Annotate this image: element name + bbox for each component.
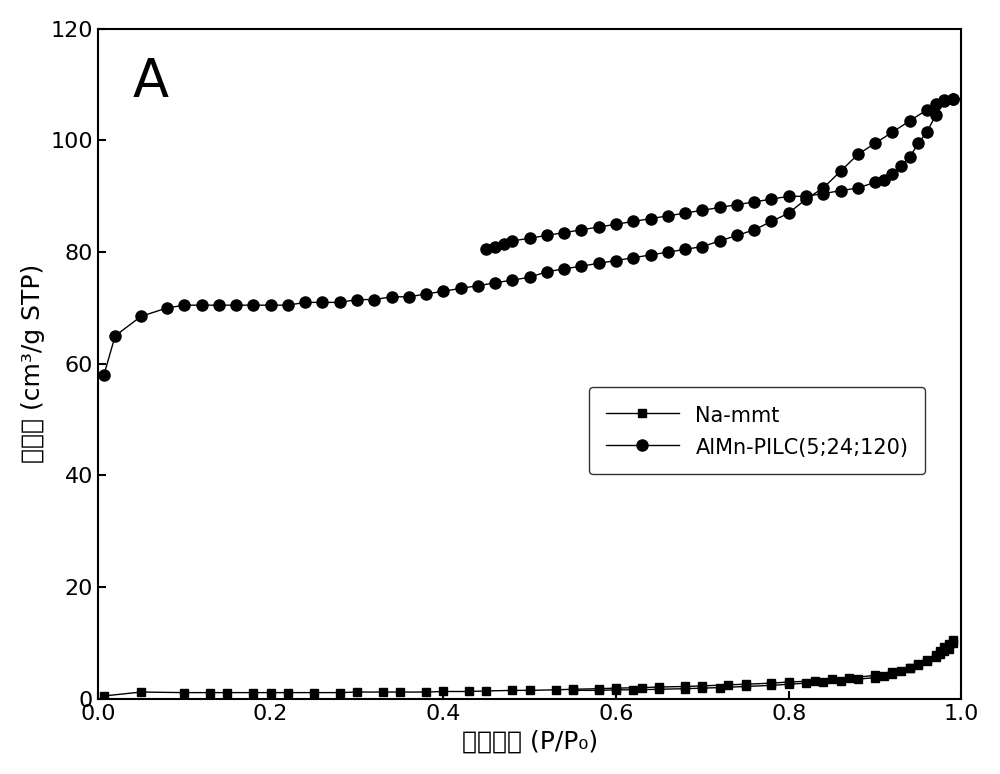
AlMn-PILC(5;24;120): [679, 245, 691, 254]
Line: AlMn-PILC(5;24;120): AlMn-PILC(5;24;120): [98, 93, 958, 381]
Legend: Na-mmt, AlMn-PILC(5;24;120): Na-mmt, AlMn-PILC(5;24;120): [589, 387, 925, 474]
AlMn-PILC(5;24;120): [947, 94, 959, 103]
Na-mmt: [843, 673, 855, 683]
Na-mmt: [653, 683, 665, 692]
Na-mmt: [722, 680, 734, 690]
Na-mmt: [377, 687, 389, 697]
Na-mmt: [480, 687, 492, 696]
Text: A: A: [132, 56, 169, 108]
AlMn-PILC(5;24;120): [731, 231, 743, 240]
Na-mmt: [904, 663, 916, 673]
Line: Na-mmt: Na-mmt: [100, 639, 957, 700]
Na-mmt: [204, 688, 216, 697]
Na-mmt: [783, 677, 795, 687]
Na-mmt: [696, 681, 708, 690]
Na-mmt: [912, 661, 924, 670]
Na-mmt: [765, 679, 777, 688]
Na-mmt: [221, 688, 233, 697]
Na-mmt: [943, 644, 955, 653]
Na-mmt: [334, 688, 346, 697]
Na-mmt: [679, 682, 691, 691]
Na-mmt: [809, 676, 821, 686]
Na-mmt: [463, 687, 475, 696]
Na-mmt: [282, 688, 294, 697]
Na-mmt: [98, 691, 110, 700]
Na-mmt: [947, 639, 959, 648]
AlMn-PILC(5;24;120): [386, 292, 398, 301]
Na-mmt: [550, 685, 562, 694]
Na-mmt: [934, 649, 946, 659]
AlMn-PILC(5;24;120): [299, 298, 311, 307]
Y-axis label: 吸附量 (cm³/g STP): 吸附量 (cm³/g STP): [21, 264, 45, 464]
Na-mmt: [886, 667, 898, 676]
Na-mmt: [524, 686, 536, 695]
Na-mmt: [826, 675, 838, 684]
Na-mmt: [921, 656, 933, 666]
Na-mmt: [437, 687, 449, 696]
AlMn-PILC(5;24;120): [938, 96, 950, 105]
AlMn-PILC(5;24;120): [368, 295, 380, 304]
Na-mmt: [420, 687, 432, 697]
Na-mmt: [135, 687, 147, 697]
Na-mmt: [938, 646, 950, 656]
Na-mmt: [506, 686, 518, 695]
Na-mmt: [394, 687, 406, 697]
Na-mmt: [610, 683, 622, 693]
Na-mmt: [930, 652, 942, 662]
Na-mmt: [178, 688, 190, 697]
Na-mmt: [351, 687, 363, 697]
AlMn-PILC(5;24;120): [98, 370, 110, 379]
Na-mmt: [247, 688, 259, 697]
Na-mmt: [308, 688, 320, 697]
Na-mmt: [593, 684, 605, 694]
X-axis label: 相对压力 (P/P₀): 相对压力 (P/P₀): [462, 729, 598, 753]
Na-mmt: [265, 688, 277, 697]
Na-mmt: [567, 685, 579, 694]
Na-mmt: [740, 680, 752, 689]
Na-mmt: [869, 670, 881, 680]
Na-mmt: [636, 683, 648, 692]
